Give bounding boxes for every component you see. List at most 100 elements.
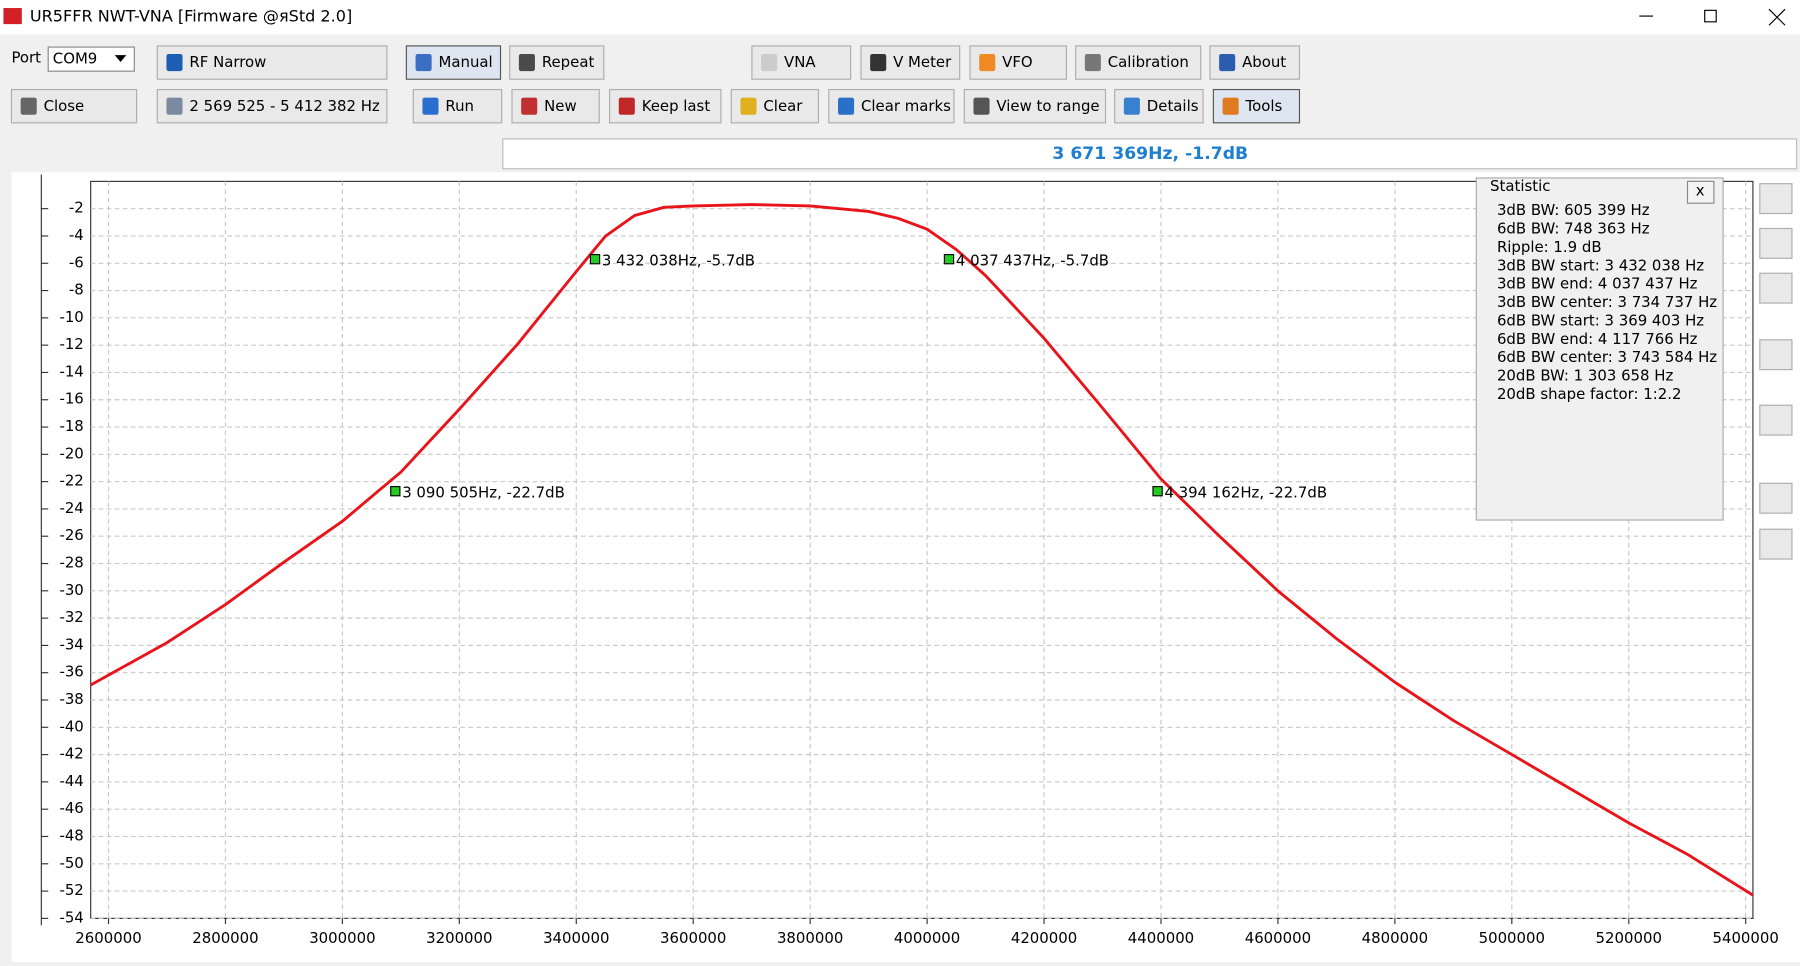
y-tick-label: -36 xyxy=(59,663,83,681)
button-label[interactable]: Clear marks xyxy=(861,97,951,115)
button-icon xyxy=(166,53,183,72)
y-tick-label: -8 xyxy=(69,281,84,299)
y-tick-label: -38 xyxy=(59,690,83,708)
y-tick-label: -18 xyxy=(59,417,83,435)
app-icon xyxy=(3,8,22,25)
title-bar xyxy=(0,0,1800,35)
button-icon xyxy=(979,53,996,72)
marker-label: 4 394 162Hz, -22.7dB xyxy=(1164,483,1327,501)
y-tick-label: -6 xyxy=(69,253,84,271)
side-tool-button[interactable] xyxy=(1759,404,1793,436)
x-tick-label: 5400000 xyxy=(1712,929,1778,947)
button-icon xyxy=(838,97,855,115)
y-tick-label: -10 xyxy=(59,308,83,326)
window-title: UR5FFR NWT-VNA [Firmware @яStd 2.0] xyxy=(30,7,352,26)
button[interactable] xyxy=(156,45,388,80)
button-icon xyxy=(870,53,887,72)
y-tick-label: -12 xyxy=(59,335,83,353)
restore[interactable] xyxy=(1704,9,1717,23)
button-icon xyxy=(166,97,183,115)
statistic-close[interactable] xyxy=(1686,180,1715,204)
button-label[interactable]: RF Narrow xyxy=(189,53,266,71)
button-label[interactable]: Clear xyxy=(763,97,803,115)
port-label: Port xyxy=(11,49,41,67)
marker xyxy=(1152,486,1163,497)
statistic-panel xyxy=(1475,177,1724,521)
y-tick-label: -28 xyxy=(59,554,83,572)
button-icon xyxy=(415,53,432,72)
button-icon xyxy=(1222,97,1239,115)
x-tick-label: 4400000 xyxy=(1128,929,1194,947)
x-tick-label: 2800000 xyxy=(192,929,258,947)
y-tick-label: -16 xyxy=(59,390,83,408)
button-label[interactable]: VNA xyxy=(784,53,816,71)
cursor-readout: 3 671 369Hz, -1.7dB xyxy=(1052,144,1248,164)
button-icon xyxy=(518,53,535,72)
statistic-line: 3dB BW: 605 399 Hz xyxy=(1497,201,1650,219)
x-tick-label: 4000000 xyxy=(894,929,960,947)
button-label[interactable]: Tools xyxy=(1245,97,1283,115)
side-tool-button[interactable] xyxy=(1759,482,1793,514)
button-label[interactable]: VFO xyxy=(1002,53,1033,71)
close-window[interactable] xyxy=(1768,8,1786,26)
statistic-line: 6dB BW end: 4 117 766 Hz xyxy=(1497,330,1698,348)
button-label[interactable]: About xyxy=(1242,53,1286,71)
marker xyxy=(390,486,401,497)
button-label[interactable]: Close xyxy=(44,97,85,115)
button-label[interactable]: View to range xyxy=(996,97,1099,115)
port-value[interactable]: COM9 xyxy=(53,50,97,68)
x-tick-label: 3800000 xyxy=(777,929,843,947)
statistic-title: Statistic xyxy=(1490,177,1550,195)
combo-arrow xyxy=(114,55,127,62)
button-label[interactable]: 2 569 525 - 5 412 382 Hz xyxy=(189,97,380,115)
statistic-line: Ripple: 1.9 dB xyxy=(1497,238,1602,256)
statistic-line: 3dB BW start: 3 432 038 Hz xyxy=(1497,256,1704,274)
button-label[interactable]: Run xyxy=(445,97,474,115)
marker xyxy=(589,254,601,265)
marker-label: 3 090 505Hz, -22.7dB xyxy=(402,483,565,501)
readout-box xyxy=(502,138,1798,170)
y-tick-label: -20 xyxy=(59,444,83,462)
side-tool-button[interactable] xyxy=(1759,272,1793,304)
button-label[interactable]: V Meter xyxy=(893,53,952,71)
y-tick-label: -40 xyxy=(59,717,83,735)
plot: 3 432 038Hz, -5.7dB 4 037 437Hz, -5.7dB 3 … xyxy=(89,203,1754,897)
button-label[interactable]: Manual xyxy=(439,53,493,71)
button-icon xyxy=(521,97,538,115)
button-icon xyxy=(761,53,778,72)
y-tick-label: -32 xyxy=(59,608,83,626)
grid: -2 -4 -6 -8 -10 -12 -14 -16 -18 -20 -22 -24 -26 -28 -3… xyxy=(41,181,1779,947)
button-label[interactable]: Details xyxy=(1147,97,1199,115)
y-tick-label: -26 xyxy=(59,526,83,544)
button-icon xyxy=(973,97,990,115)
x-tick-label: 4200000 xyxy=(1011,929,1077,947)
button[interactable] xyxy=(730,88,820,124)
y-tick-label: -14 xyxy=(59,362,83,380)
button-icon xyxy=(20,97,37,115)
button[interactable] xyxy=(156,88,388,124)
x-tick-label: 4600000 xyxy=(1245,929,1311,947)
y-tick-label: -4 xyxy=(69,226,84,244)
y-tick-label: -24 xyxy=(59,499,83,517)
button-icon xyxy=(1084,53,1101,72)
statistic-close-label[interactable]: x xyxy=(1696,182,1705,200)
marker xyxy=(943,254,955,265)
statistic-line: 6dB BW: 748 363 Hz xyxy=(1497,220,1650,238)
trace xyxy=(89,203,1754,897)
y-tick-label: -34 xyxy=(59,635,83,653)
button-label[interactable]: New xyxy=(544,97,577,115)
button-label[interactable]: Calibration xyxy=(1108,53,1189,71)
button-icon xyxy=(740,97,757,115)
y-tick-label: -2 xyxy=(69,199,84,217)
marker-label: 4 037 437Hz, -5.7dB xyxy=(956,251,1109,269)
statistic-line: 20dB shape factor: 1:2.2 xyxy=(1497,385,1682,403)
button-label[interactable]: Keep last xyxy=(642,97,711,115)
side-tool-button[interactable] xyxy=(1759,227,1793,259)
side-tool-button[interactable] xyxy=(1759,183,1793,215)
side-tool-button[interactable] xyxy=(1759,528,1793,560)
y-tick-label: -42 xyxy=(59,745,83,763)
side-tool-button[interactable] xyxy=(1759,339,1793,371)
x-tick-label: 2600000 xyxy=(75,929,141,947)
y-tick-label: -52 xyxy=(59,881,83,899)
button-label[interactable]: Repeat xyxy=(542,53,595,71)
